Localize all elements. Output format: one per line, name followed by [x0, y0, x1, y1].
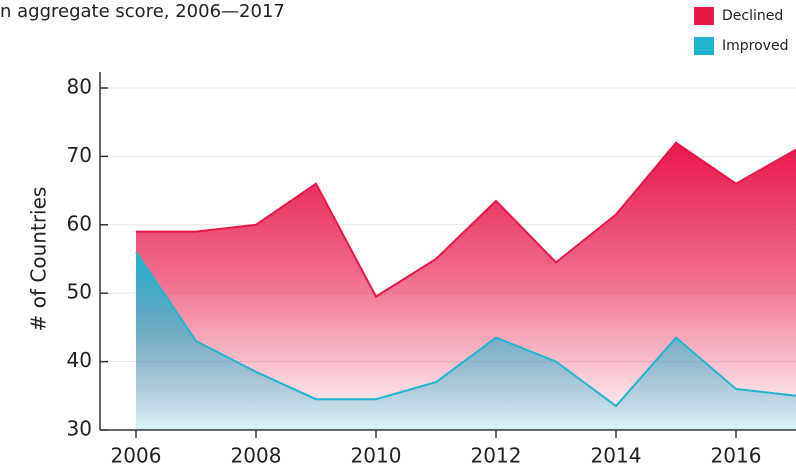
chart-title: n aggregate score, 2006—2017 [0, 1, 285, 22]
y-tick-label: 30 [67, 417, 92, 441]
y-tick-label: 50 [67, 280, 92, 304]
x-tick-label: 2008 [231, 444, 282, 468]
y-axis-label: # of Countries [27, 187, 51, 332]
legend-swatch [694, 7, 714, 25]
x-tick-label: 2006 [111, 444, 162, 468]
y-tick-label: 60 [67, 211, 92, 235]
area-line [136, 141, 796, 299]
x-tick-label: 2014 [591, 444, 642, 468]
y-tick-label: 80 [67, 75, 92, 99]
legend-label: Improved [722, 38, 788, 54]
area-line [135, 251, 796, 408]
x-tick-label: 2016 [711, 444, 762, 468]
area [136, 252, 796, 430]
legend-label: Declined [722, 8, 783, 24]
x-tick-label: 2012 [471, 444, 522, 468]
legend-swatch [694, 37, 714, 55]
y-tick-label: 70 [67, 143, 92, 167]
y-tick-label: 40 [67, 348, 92, 372]
x-tick-label: 2010 [351, 444, 402, 468]
area [136, 142, 796, 430]
